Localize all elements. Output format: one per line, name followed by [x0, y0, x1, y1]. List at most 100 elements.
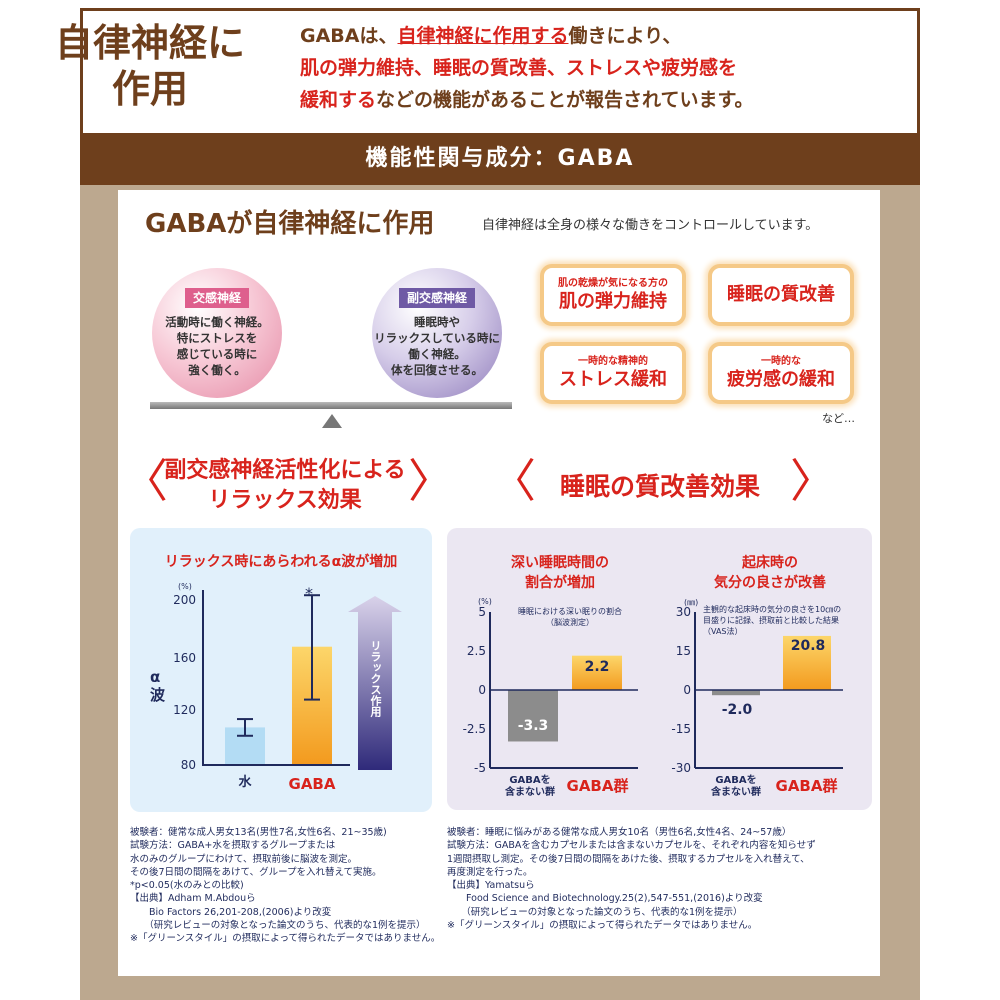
t: （脳波測定）	[546, 618, 594, 627]
parasympathetic-ball: 副交感神経睡眠時やリラックスしている時に 働く神経。体を回復させる。	[372, 268, 502, 398]
chart3-title: 起床時の気分の良さが改善	[700, 553, 840, 593]
header-line: GABAは、自律神経に作用する働きにより、	[300, 20, 754, 52]
t: GABAを	[715, 775, 757, 786]
header-text: GABAは、自律神経に作用する働きにより、 肌の弾力維持、睡眠の質改善、ストレス…	[300, 20, 754, 116]
effect-large: 疲労感の緩和	[727, 368, 835, 390]
chart1-title: リラックス時にあらわれるα波が増加	[164, 554, 398, 570]
chart3-tick: 15	[675, 644, 691, 658]
footnote-left: 被験者：健常な成人男女13名(男性7名,女性6名、21~35歳) 試験方法：GA…	[130, 827, 441, 945]
effect-small: 一時的な	[761, 355, 801, 367]
chart2-data-label: 2.2	[584, 659, 610, 675]
chart2-data-label: -3.3	[517, 718, 549, 734]
t: 自律神経に作用する	[397, 25, 569, 47]
t: 主観的な起床時の気分の良さを10㎝の	[703, 605, 842, 614]
chart2-tick: 2.5	[466, 644, 486, 658]
chart2-tick: 0	[478, 683, 486, 697]
chart2-unit: (%)	[478, 597, 492, 606]
chart1-tick: 160	[173, 651, 196, 665]
ingredient-band: 機能性関与成分：GABA	[80, 133, 920, 185]
chart1-unit: (%)	[178, 582, 192, 591]
chart2-tick: -5	[474, 761, 486, 775]
effect-sleep: 睡眠の質改善	[708, 264, 854, 326]
chart3-tick: -30	[671, 761, 691, 775]
ball-text: 活動時に働く神経。	[165, 315, 269, 329]
chart1-xlabel: GABA	[288, 775, 336, 793]
header-box	[80, 8, 920, 133]
t: などの機能があることが報告されています。	[376, 89, 754, 111]
bracket-close: 〉	[790, 454, 836, 508]
chart2-xlabel: GABA群	[566, 777, 629, 795]
heading-sleep: 睡眠の質改善効果	[559, 472, 760, 501]
chart2-xlabel: GABAを 含まない群	[500, 775, 560, 799]
heading-line: 副交感神経活性化による	[164, 458, 406, 483]
chart2-note: 睡眠における深い眠りの割合 （脳波測定）	[510, 606, 630, 628]
t: 起床時の	[742, 555, 798, 571]
t: 働きにより、	[568, 25, 682, 47]
ball-tag: 副交感神経	[398, 288, 475, 308]
chart3-xlabel: GABAを 含まない群	[706, 775, 766, 799]
section-subtitle: 自律神経は全身の様々な働きをコントロールしています。	[482, 218, 819, 233]
sympathetic-ball: 交感神経活動時に働く神経。 特にストレスを 感じている時に 強く働く。	[152, 268, 282, 398]
title-line: 自律神経に	[54, 21, 245, 65]
t: 気分の良さが改善	[714, 575, 826, 591]
t: GABAを	[509, 775, 551, 786]
t: 含まない群	[711, 787, 761, 798]
effect-skin: 肌の乾燥が気になる方の 肌の弾力維持	[540, 264, 686, 326]
chart3-unit: (㎜)	[684, 598, 699, 607]
chart3-tick: -15	[671, 722, 691, 736]
t: 目盛りに記録、摂取前と比較した結果	[703, 616, 839, 625]
t: 深い睡眠時間の	[511, 555, 609, 571]
ball-text: 体を回復させる。	[391, 363, 483, 377]
chart3-tick: 30	[675, 605, 691, 619]
relax-arrow-label: リラックス作用	[369, 640, 382, 717]
t: 割合が増加	[525, 575, 595, 591]
bracket-open: 〈	[122, 454, 168, 508]
effect-large: ストレス緩和	[559, 368, 667, 390]
chart3-data-label: 20.8	[790, 638, 826, 654]
chart1-ylabel: α波	[150, 668, 166, 704]
t: 緩和する	[300, 89, 377, 111]
effect-large: 睡眠の質改善	[727, 284, 835, 305]
ball-text: 感じている時に	[176, 347, 258, 361]
t: 含まない群	[505, 787, 555, 798]
ball-text: 睡眠時や	[414, 315, 460, 329]
header-title: 自律神経に 作用	[50, 20, 250, 112]
chart2-title: 深い睡眠時間の 割合が増加	[485, 553, 635, 593]
section-title: GABAが自律神経に作用	[145, 209, 435, 239]
significance-mark: *	[305, 584, 313, 603]
ball-text: 働く神経。	[408, 347, 466, 361]
chart3-data-label: -2.0	[721, 702, 753, 718]
t: GABAは、	[300, 25, 398, 47]
chart1-tick: 80	[180, 758, 196, 772]
effect-large: 肌の弾力維持	[559, 290, 667, 312]
heading-relax: 副交感神経活性化による リラックス効果	[150, 456, 420, 516]
bracket-open: 〈	[490, 454, 536, 508]
chart1-xlabel: 水	[238, 775, 252, 790]
t: 睡眠における深い眠りの割合	[518, 607, 622, 616]
bracket-close: 〉	[408, 454, 454, 508]
chart3-xlabel: GABA群	[775, 777, 838, 795]
effect-fatigue: 一時的な 疲労感の緩和	[708, 342, 854, 404]
ball-text: 特にストレスを	[176, 331, 258, 345]
header-line: 肌の弾力維持、睡眠の質改善、ストレスや疲労感を	[300, 57, 738, 79]
ball-text: 強く働く。	[188, 363, 246, 377]
effect-small: 一時的な精神的	[578, 355, 648, 367]
balance-beam	[150, 402, 512, 409]
ball-text: リラックスしている時に	[374, 331, 500, 345]
balance-fulcrum-icon	[322, 414, 342, 428]
effect-stress: 一時的な精神的 ストレス緩和	[540, 342, 686, 404]
chart2-tick: 5	[478, 605, 486, 619]
footnote-right: 被験者：睡眠に悩みがある健常な成人男女10名（男性6名,女性4名、24~57歳）…	[447, 827, 816, 932]
title-line: 作用	[111, 67, 188, 111]
chart1-tick: 200	[173, 593, 196, 607]
heading-line: リラックス効果	[208, 488, 362, 513]
header-line: 緩和するなどの機能があることが報告されています。	[300, 84, 754, 116]
effects-more: など…	[822, 412, 855, 425]
ball-tag: 交感神経	[184, 288, 249, 308]
chart1-tick: 120	[173, 703, 196, 717]
effect-small: 肌の乾燥が気になる方の	[558, 277, 668, 289]
chart3-note: 主観的な起床時の気分の良さを10㎝の 目盛りに記録、摂取前と比較した結果 （VAS法…	[703, 604, 873, 637]
chart2-tick: -2.5	[462, 722, 486, 736]
t: （VAS法）	[703, 627, 743, 636]
chart3-tick: 0	[683, 683, 691, 697]
